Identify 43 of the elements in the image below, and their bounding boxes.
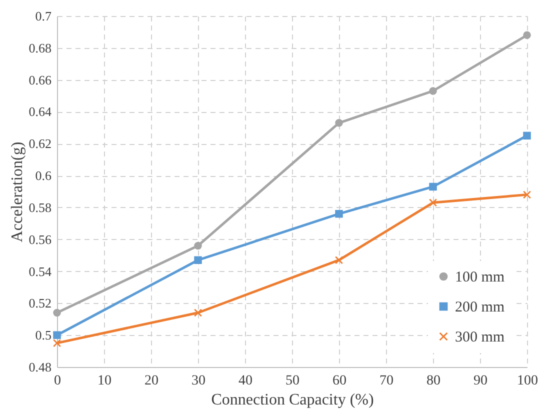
point (523, 31, 531, 40)
point (194, 256, 202, 264)
point (53, 339, 61, 347)
point (523, 190, 531, 199)
y-tick-label: 0.62 (28, 136, 52, 152)
x-tick-label: 20 (144, 374, 158, 388)
x-tick-label: 40 (238, 374, 252, 388)
y-tick-label: 0.48 (28, 360, 52, 374)
y-tick-label: 0.58 (28, 200, 52, 215)
point (53, 331, 61, 339)
x-tick-label: 60 (332, 374, 346, 388)
legend-label: 300 mm (455, 330, 505, 346)
x-tick-label: 80 (426, 374, 440, 388)
point (335, 119, 343, 127)
legend-label: 200 mm (455, 300, 505, 316)
x-tick-label: 30 (192, 374, 206, 388)
point (335, 210, 343, 218)
point (429, 87, 437, 95)
x-tick-label: 0 (54, 374, 61, 388)
point (429, 198, 437, 207)
y-tick-label: 0.7 (35, 8, 52, 24)
y-tick-label: 0.6 (35, 168, 52, 184)
point (523, 132, 531, 140)
y-tick-label: 0.56 (28, 232, 52, 247)
y-tick-label: 0.66 (28, 72, 52, 88)
point (53, 308, 61, 317)
x-tick-label: 70 (380, 374, 394, 388)
y-tick-label: 0.64 (28, 104, 52, 120)
y-tick-label: 0.5 (35, 328, 52, 343)
point (335, 256, 343, 264)
y-tick-label: 0.54 (28, 264, 52, 279)
x-tick-label: 90 (474, 374, 488, 388)
x-tick-label: 100 (517, 374, 538, 388)
y-tick-label: 0.68 (28, 40, 52, 56)
x-axis-title: Connection Capacity (%) (211, 392, 374, 408)
x-tick-label: 50 (286, 374, 300, 388)
x-tick-label: 10 (98, 374, 112, 388)
legend-label: 100 mm (455, 270, 505, 286)
point (429, 182, 437, 191)
y-axis-title: Acceleration(g) (8, 142, 26, 242)
y-tick-label: 0.52 (28, 296, 52, 311)
point (194, 242, 202, 250)
point (194, 308, 202, 317)
